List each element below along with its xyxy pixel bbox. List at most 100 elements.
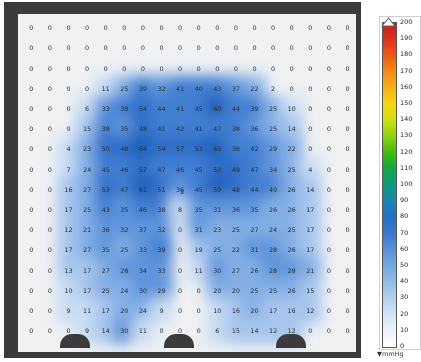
pressure-value: 0 [326, 145, 331, 154]
pressure-cell-fill [261, 196, 285, 223]
pressure-cell-fill [206, 75, 229, 102]
pressure-value: 64 [138, 145, 147, 154]
pressure-value: 20 [120, 306, 129, 315]
pressure-value: 0 [178, 24, 183, 33]
legend-color-bar[interactable] [382, 22, 397, 348]
pressure-value: 0 [345, 306, 350, 315]
pressure-cell-fill [131, 277, 155, 304]
pressure-value: 47 [157, 165, 166, 174]
pressure-value: 35 [101, 246, 110, 255]
pressure-value: 16 [287, 306, 296, 315]
pressure-value: 0 [345, 84, 350, 93]
pressure-value: 9 [159, 306, 164, 315]
pressure-value: 24 [269, 226, 278, 235]
pressure-value: 57 [176, 145, 185, 154]
pressure-cell-fill [261, 257, 285, 284]
pressure-value: 57 [138, 165, 147, 174]
mat-notch-middle [164, 334, 194, 348]
pressure-value: 31 [194, 226, 203, 235]
unit-label[interactable]: ▼mmHg [377, 350, 404, 358]
pressure-value: 0 [345, 327, 350, 336]
pressure-value: 30 [213, 266, 222, 275]
pressure-value: 0 [345, 165, 350, 174]
pressure-value: 0 [29, 286, 34, 295]
pressure-value: 45 [194, 165, 203, 174]
pressure-value: 32 [157, 226, 166, 235]
pressure-value: 0 [345, 125, 350, 134]
pressure-value: 0 [196, 64, 201, 73]
pressure-value: 42 [176, 125, 185, 134]
pressure-heatmap [57, 75, 322, 345]
pressure-value: 17 [306, 226, 315, 235]
pressure-value: 14 [306, 185, 315, 194]
pressure-cell-fill [57, 257, 80, 284]
pressure-value: 0 [29, 84, 34, 93]
pressure-value: 0 [29, 64, 34, 73]
pressure-cell-fill [57, 196, 80, 223]
pressure-value: 36 [231, 205, 240, 214]
pressure-cell-fill [75, 237, 99, 264]
pressure-value: 0 [47, 185, 52, 194]
pressure-value: 0 [29, 44, 34, 53]
pressure-value: 43 [213, 84, 222, 93]
pressure-cell-fill [206, 237, 229, 264]
pressure-map[interactable]: 0 0 0 0 0 0 0 0 0 0 0 0 0 0 0 0 0 0 0 0 0 0 0 0 0 0 0 0 0 0 0 0 0 0 0 0 0 0 0 0… [18, 14, 356, 352]
pressure-value: 17 [83, 266, 92, 275]
pressure-value: 0 [326, 205, 331, 214]
pressure-cell-fill [261, 95, 285, 122]
pressure-cell-fill [299, 176, 322, 203]
pressure-cell-fill [243, 257, 266, 284]
pressure-value: 0 [178, 64, 183, 73]
pressure-value: 0 [345, 205, 350, 214]
pressure-value: 16 [231, 306, 240, 315]
pressure-cell-fill [299, 196, 322, 223]
pressure-value: 25 [101, 286, 110, 295]
pressure-value: 0 [85, 84, 90, 93]
pressure-cell-fill [206, 277, 229, 304]
pressure-value: 0 [345, 246, 350, 255]
pressure-value: 31 [213, 205, 222, 214]
cursor-marker: s [180, 187, 184, 196]
pressure-value: 0 [289, 24, 294, 33]
pressure-value: 0 [345, 44, 350, 53]
legend-max-slider-icon[interactable] [380, 17, 397, 27]
pressure-cell-fill [261, 277, 285, 304]
pressure-cell-fill [113, 318, 136, 345]
pressure-value: 10 [64, 286, 73, 295]
pressure-value: 61 [138, 185, 147, 194]
legend-tick-label: 80 [400, 212, 409, 221]
pressure-cell-fill [131, 196, 155, 223]
pressure-value: 24 [120, 286, 129, 295]
pressure-cell-fill [280, 297, 303, 324]
pressure-value: 14 [250, 327, 259, 336]
pressure-value: 0 [29, 306, 34, 315]
pressure-value: 12 [269, 327, 278, 336]
pressure-value: 0 [29, 226, 34, 235]
pressure-value: 6 [85, 104, 90, 113]
pressure-value: 4 [308, 165, 313, 174]
pressure-cell-fill [113, 95, 136, 122]
pressure-value: 59 [213, 185, 222, 194]
pressure-value: 10 [287, 104, 296, 113]
pressure-value: 26 [287, 205, 296, 214]
pressure-cell-fill [280, 176, 303, 203]
pressure-value: 33 [138, 246, 147, 255]
legend-tick-label: 30 [400, 293, 409, 302]
legend-tick-label: 130 [400, 131, 413, 140]
pressure-value: 25 [231, 226, 240, 235]
pressure-value: 46 [120, 165, 129, 174]
legend-tick-label: 170 [400, 66, 413, 75]
pressure-value: 34 [269, 165, 278, 174]
pressure-cell-fill [57, 217, 80, 244]
pressure-value: 0 [271, 24, 276, 33]
pressure-value: 0 [196, 286, 201, 295]
pressure-value: 0 [140, 64, 145, 73]
pressure-value: 0 [47, 266, 52, 275]
pressure-legend: 200 190 180 170 160 150 140 130 120 110 100 90 80 70 6… [371, 4, 421, 360]
pressure-cell-fill [168, 136, 192, 163]
pressure-value: 36 [101, 226, 110, 235]
pressure-value: 25 [269, 104, 278, 113]
pressure-value: 15 [306, 286, 315, 295]
pressure-value: 0 [271, 44, 276, 53]
pressure-cell-fill [113, 196, 136, 223]
